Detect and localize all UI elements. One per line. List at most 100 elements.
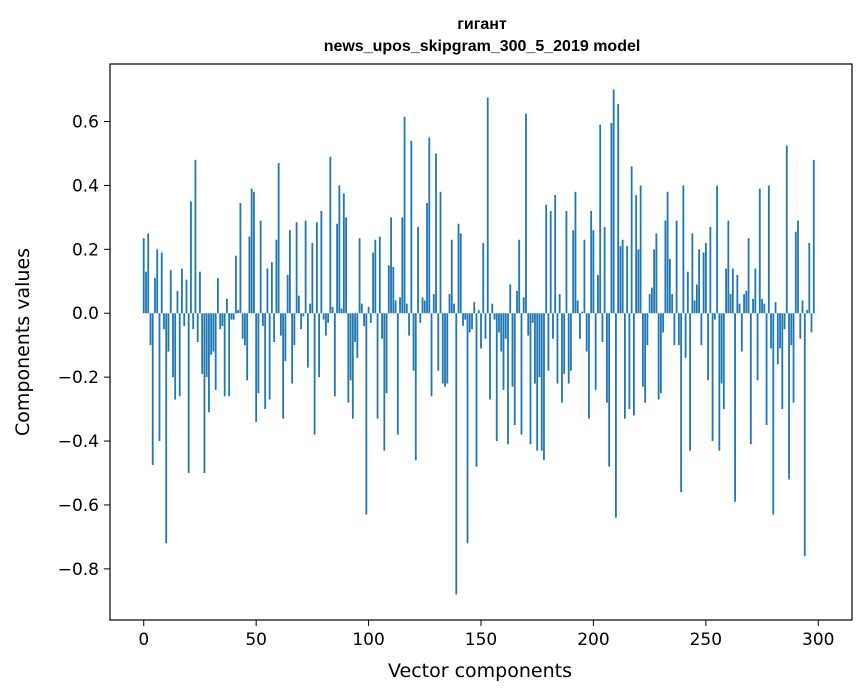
bar xyxy=(203,313,206,474)
bar xyxy=(788,313,790,480)
bar xyxy=(205,313,208,378)
bar xyxy=(603,226,606,314)
bar xyxy=(453,303,455,314)
bar xyxy=(446,313,449,384)
bar xyxy=(273,313,276,342)
bar xyxy=(480,313,482,349)
bar xyxy=(253,191,255,314)
bar xyxy=(495,313,498,442)
bar xyxy=(612,89,615,314)
bar xyxy=(637,249,640,314)
bar xyxy=(531,313,534,323)
bar xyxy=(738,303,741,314)
bar xyxy=(286,274,289,314)
bar xyxy=(484,313,487,339)
bar xyxy=(430,313,433,397)
bar xyxy=(794,231,797,314)
bar xyxy=(160,252,163,314)
bar xyxy=(747,238,750,314)
bar xyxy=(518,239,521,314)
bar xyxy=(435,153,437,314)
bar xyxy=(167,313,170,352)
bar xyxy=(246,313,249,381)
bar xyxy=(378,236,381,314)
chart-title-line1: гигант xyxy=(457,16,507,33)
bar xyxy=(356,313,359,358)
bar xyxy=(163,313,165,330)
bar xyxy=(797,220,799,314)
bar xyxy=(190,201,192,314)
bar xyxy=(394,300,397,314)
bar xyxy=(385,313,388,394)
bar xyxy=(333,313,336,397)
bar xyxy=(707,313,709,381)
bar xyxy=(639,185,642,314)
bar xyxy=(646,313,649,346)
bar xyxy=(342,193,345,314)
bar xyxy=(390,217,392,314)
bar xyxy=(279,313,282,336)
x-tick-label: 0 xyxy=(138,630,149,650)
bar xyxy=(149,313,152,346)
bar xyxy=(201,313,204,374)
x-axis-label: Vector components xyxy=(388,660,572,682)
bar xyxy=(268,313,271,400)
bar xyxy=(736,274,739,314)
bar xyxy=(615,313,617,518)
bar xyxy=(547,313,550,371)
bar xyxy=(174,313,177,400)
bar xyxy=(799,313,802,339)
bar xyxy=(812,159,815,314)
bar xyxy=(626,246,629,314)
bar xyxy=(468,313,471,333)
bar xyxy=(749,313,752,445)
bar xyxy=(345,217,347,314)
bar xyxy=(500,313,503,352)
bar xyxy=(668,258,671,314)
bar xyxy=(183,313,186,327)
bar xyxy=(486,97,489,314)
bar xyxy=(358,238,361,314)
bar xyxy=(599,124,602,314)
bar xyxy=(293,313,296,346)
bar xyxy=(156,249,159,314)
bar xyxy=(558,294,561,314)
bar xyxy=(581,311,584,314)
bar xyxy=(720,313,723,384)
bar xyxy=(765,313,768,426)
bar xyxy=(284,313,287,362)
bar xyxy=(790,313,793,346)
bar xyxy=(315,222,318,314)
bar xyxy=(408,313,410,336)
bar xyxy=(165,313,168,544)
bar xyxy=(743,294,745,314)
x-axis-ticks: 0 50 100 150 200 250 300 xyxy=(138,620,834,650)
bar xyxy=(772,313,775,515)
bar xyxy=(801,300,804,314)
bar xyxy=(250,188,253,314)
bar xyxy=(248,236,251,314)
bar xyxy=(172,313,174,378)
bar xyxy=(181,268,183,314)
bar xyxy=(450,239,453,314)
bar xyxy=(776,313,779,365)
bar xyxy=(230,313,233,320)
bar xyxy=(711,313,714,442)
bar xyxy=(169,270,172,314)
bar xyxy=(208,313,210,413)
bar xyxy=(803,313,806,557)
bar xyxy=(606,313,608,403)
bar xyxy=(448,294,451,314)
bar xyxy=(810,313,813,333)
bar xyxy=(217,278,219,314)
bar xyxy=(655,233,658,314)
bar xyxy=(729,294,732,314)
bar xyxy=(403,116,406,314)
bar xyxy=(554,195,557,314)
bar xyxy=(367,306,370,314)
x-tick-label: 100 xyxy=(352,630,384,650)
bar xyxy=(585,313,588,352)
bar xyxy=(351,313,354,419)
bar xyxy=(145,271,147,314)
